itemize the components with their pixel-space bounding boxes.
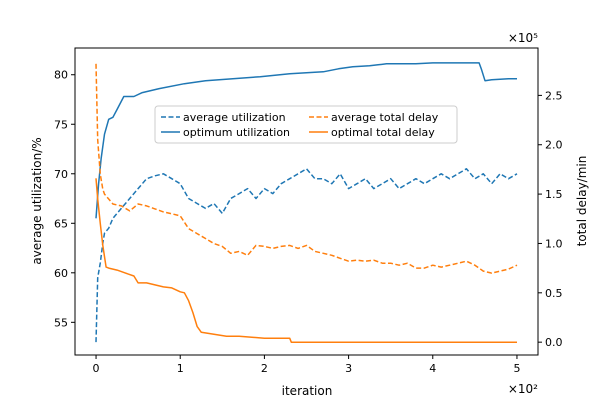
left-y-tick-label: 60 (54, 267, 68, 280)
right-y-axis-ticks: 0.0 0.5 1.0 1.5 2.0 2.5 (538, 89, 563, 349)
axes-frame (74, 47, 539, 356)
legend-label-average-total-delay: average total delay (331, 111, 439, 124)
right-y-tick-label: 0.5 (545, 287, 563, 300)
left-y-tick-label: 55 (54, 316, 68, 329)
legend-label-optimum-utilization: optimum utilization (183, 126, 290, 139)
x-tick-label: 1 (177, 362, 184, 375)
left-y-tick-label: 70 (54, 168, 68, 181)
x-axis-label: iteration (282, 384, 333, 398)
legend: average utilization optimum utilization … (154, 105, 458, 144)
x-tick-label: 0 (93, 362, 100, 375)
legend-label-average-utilization: average utilization (183, 111, 286, 124)
series-line-average-utilization (95, 168, 518, 343)
left-y-axis-label: average utilization/% (30, 137, 44, 264)
series-line-optimal-total-delay (95, 178, 517, 343)
right-y-tick-label: 2.5 (545, 89, 563, 102)
left-y-tick-label: 65 (54, 217, 68, 230)
x-tick-label: 4 (429, 362, 436, 375)
right-y-axis-multiplier: ×10⁵ (508, 31, 538, 45)
right-y-tick-label: 2.0 (545, 139, 563, 152)
right-y-tick-label: 1.5 (545, 188, 563, 201)
legend-label-optimal-total-delay: optimal total delay (331, 126, 435, 139)
right-y-tick-label: 0.0 (545, 336, 563, 349)
right-y-tick-label: 1.0 (545, 237, 563, 250)
left-y-axis-ticks: 55 60 65 70 75 80 (54, 69, 75, 329)
x-tick-label: 5 (513, 362, 520, 375)
plot-area (95, 62, 518, 343)
right-y-axis-label: total delay/min (575, 156, 589, 247)
series-line-average-total-delay (95, 63, 518, 274)
left-y-tick-label: 75 (54, 118, 68, 131)
x-axis-ticks: 0 1 2 3 4 5 (93, 355, 520, 375)
x-axis-multiplier: ×10² (508, 382, 538, 396)
x-tick-label: 2 (261, 362, 268, 375)
left-y-tick-label: 80 (54, 69, 68, 82)
x-tick-label: 3 (345, 362, 352, 375)
legend-box (154, 105, 458, 144)
series-line-optimum-utilization (95, 62, 517, 219)
